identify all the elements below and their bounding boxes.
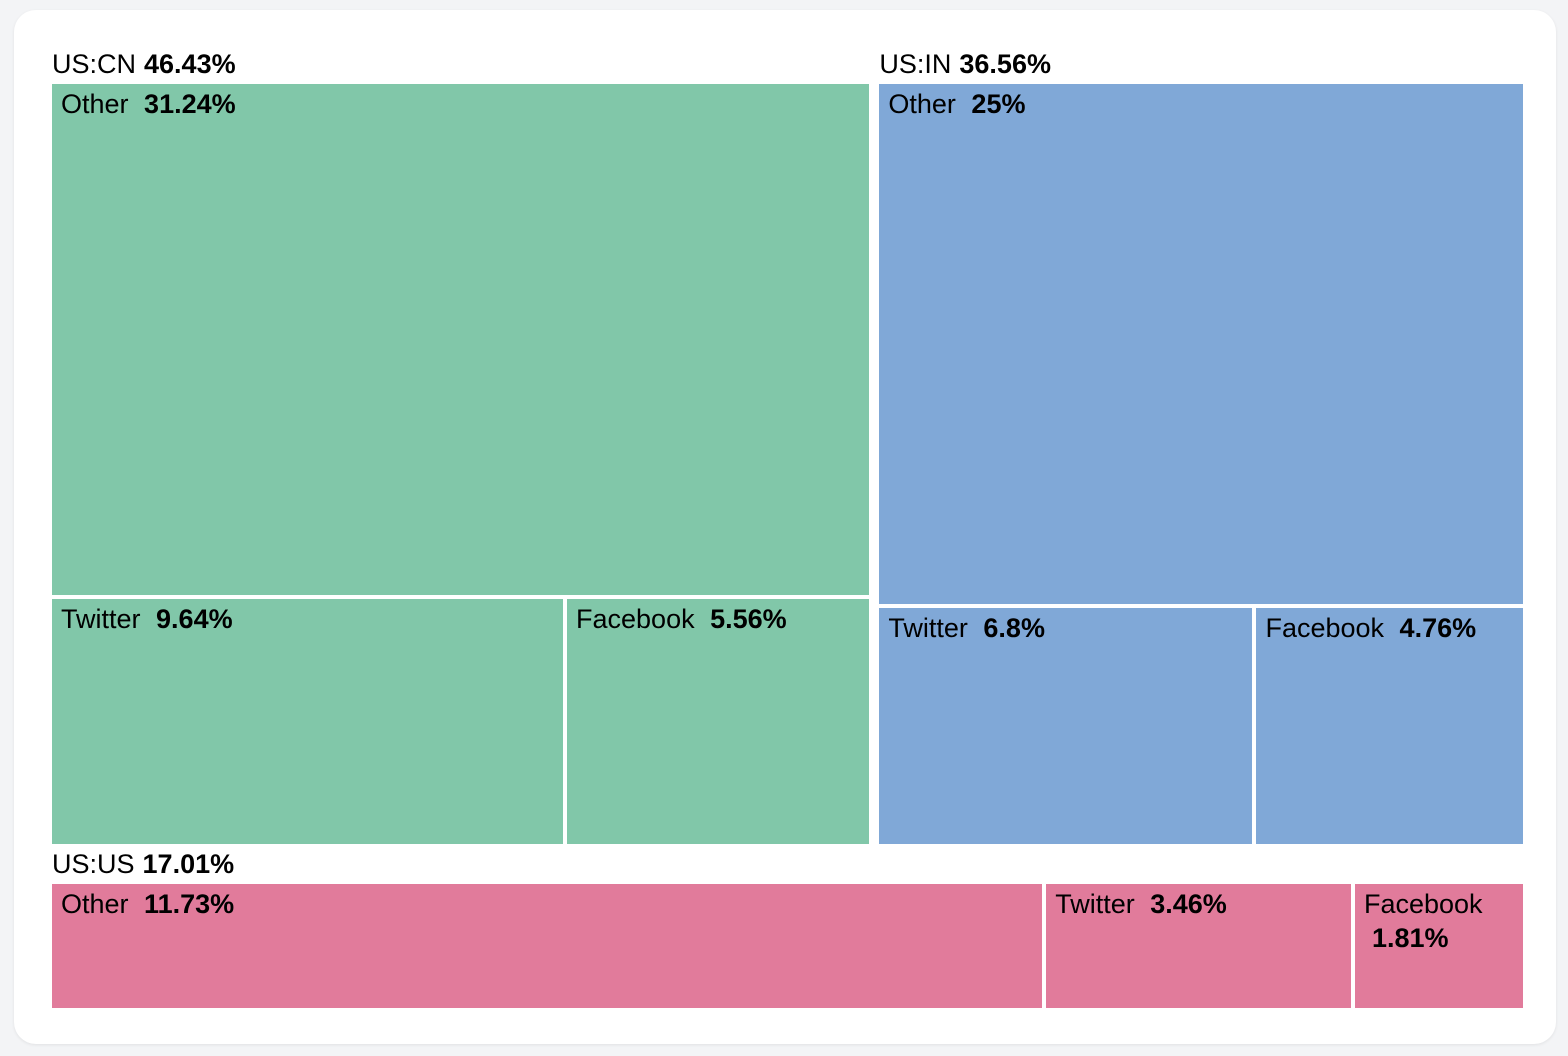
treemap-cell-us-in-facebook[interactable]: Facebook 4.76%	[1256, 607, 1523, 845]
group-subrow: Twitter 6.8% Facebook 4.76%	[879, 607, 1523, 845]
cell-label: Twitter	[888, 612, 968, 643]
group-label: US:IN	[879, 48, 952, 79]
group-label: US:CN	[52, 48, 137, 79]
treemap: US:CN 46.43% Other 31.24% Twitter 9.64% Face…	[52, 44, 1523, 1008]
group-body: Other 31.24% Twitter 9.64% Facebook 5.56%	[52, 84, 870, 845]
treemap-group-us-in: US:IN 36.56% Other 25% Twitter 6.8% Facebook…	[879, 44, 1523, 845]
cell-value: 6.8%	[983, 612, 1045, 643]
cell-value: 9.64%	[156, 604, 233, 635]
treemap-group-us-cn: US:CN 46.43% Other 31.24% Twitter 9.64% Face…	[52, 44, 870, 845]
cell-label: Other	[61, 89, 129, 119]
cell-label: Twitter	[61, 604, 141, 635]
group-label: US:US	[52, 848, 135, 879]
group-body: Other 25% Twitter 6.8% Facebook 4.76%	[879, 84, 1523, 845]
group-body: Other 11.73% Twitter 3.46% Facebook 1.81%	[52, 884, 1523, 1008]
cell-value: 31.24%	[144, 89, 236, 119]
treemap-cell-us-in-twitter[interactable]: Twitter 6.8%	[879, 607, 1253, 845]
group-value: 17.01%	[142, 848, 235, 879]
treemap-cell-us-cn-facebook[interactable]: Facebook 5.56%	[567, 599, 870, 845]
group-value: 36.56%	[959, 48, 1051, 79]
treemap-cell-us-us-other[interactable]: Other 11.73%	[52, 884, 1043, 1008]
cell-label: Twitter	[1055, 889, 1135, 920]
cell-label: Other	[888, 89, 956, 119]
treemap-cell-us-in-other[interactable]: Other 25%	[879, 84, 1523, 604]
cell-value: 3.46%	[1150, 889, 1227, 920]
cell-value: 25%	[971, 89, 1026, 119]
group-header: US:CN 46.43%	[52, 44, 869, 84]
treemap-cell-us-cn-twitter[interactable]: Twitter 9.64%	[52, 599, 564, 845]
cell-label: Facebook	[576, 604, 695, 635]
cell-value: 5.56%	[710, 604, 787, 635]
treemap-cell-us-us-twitter[interactable]: Twitter 3.46%	[1046, 884, 1351, 1008]
treemap-cell-us-us-facebook[interactable]: Facebook 1.81%	[1354, 884, 1523, 1008]
group-value: 46.43%	[144, 48, 236, 79]
cell-label: Other	[61, 889, 129, 920]
treemap-card: US:CN 46.43% Other 31.24% Twitter 9.64% Face…	[14, 10, 1556, 1044]
group-header: US:IN 36.56%	[879, 44, 1523, 84]
cell-value: 11.73%	[144, 889, 235, 920]
treemap-group-us-us: US:US 17.01% Other 11.73% Twitter 3.46% Face…	[52, 844, 1523, 1008]
group-subrow: Twitter 9.64% Facebook 5.56%	[52, 599, 870, 845]
cell-label: Facebook	[1363, 889, 1483, 920]
treemap-row: US:CN 46.43% Other 31.24% Twitter 9.64% Face…	[52, 44, 1523, 845]
cell-value: 4.76%	[1399, 612, 1477, 643]
treemap-cell-us-cn-other[interactable]: Other 31.24%	[52, 84, 870, 596]
group-header: US:US 17.01%	[52, 844, 1523, 884]
cell-label: Facebook	[1265, 612, 1385, 643]
cell-value: 1.81%	[1371, 922, 1449, 953]
treemap-row: US:US 17.01% Other 11.73% Twitter 3.46% Face…	[52, 844, 1523, 1008]
